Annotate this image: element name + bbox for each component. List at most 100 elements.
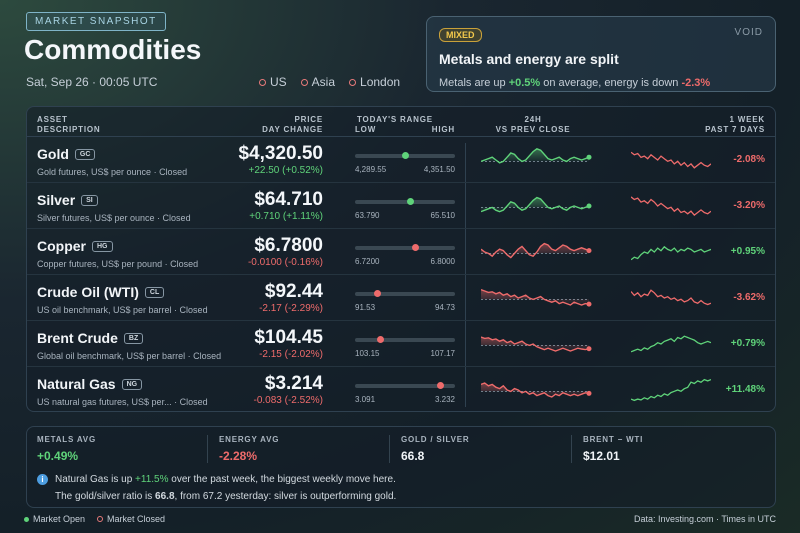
sparkline-1w	[631, 378, 711, 402]
stat-energy-avg: ENERGY AVG -2.28%	[219, 435, 280, 463]
sparkline-line	[481, 148, 590, 164]
closed-ring-icon	[259, 78, 266, 86]
range-bar	[355, 198, 455, 205]
day-change: +22.50 (+0.52%)	[248, 165, 324, 176]
market-london: London	[349, 75, 400, 89]
asset-name: Crude Oil (WTI) CL	[37, 284, 165, 300]
sparkline-end-dot	[586, 390, 592, 396]
table-header: ASSET DESCRIPTION PRICE DAY CHANGE TODAY…	[27, 107, 775, 137]
sparkline-line	[631, 196, 711, 216]
asset-description: Gold futures, US$ per ounce · Closed	[37, 167, 188, 177]
mixed-badge: MIXED	[439, 28, 482, 42]
range-high: 4,351.50	[423, 165, 455, 174]
sparkline-end-dot	[586, 346, 592, 352]
table-row[interactable]: Natural Gas NG US natural gas futures, US…	[27, 367, 775, 413]
range-high: 3.232	[434, 395, 455, 404]
asset-code: CL	[144, 286, 165, 298]
week-change: +11.48%	[725, 384, 765, 395]
day-change: -0.0100 (-0.16%)	[247, 257, 323, 268]
legend-open: Market Open	[24, 514, 85, 524]
closed-ring-icon	[97, 516, 104, 522]
sparkline-1w	[631, 289, 711, 306]
sparkline-1w	[631, 335, 711, 353]
day-change: -0.083 (-2.52%)	[253, 395, 323, 406]
week-change: -2.08%	[733, 154, 765, 165]
range-high: 6.8000	[430, 257, 455, 266]
asset-code: GC	[74, 148, 96, 160]
note-gold-silver: The gold/silver ratio is 66.8, from 67.2…	[55, 491, 397, 502]
sparkline-area	[481, 289, 589, 305]
range-low: 4,289.55	[355, 165, 387, 174]
legend-closed: Market Closed	[97, 514, 165, 524]
closed-ring-icon	[300, 78, 308, 86]
asset-description: US natural gas futures, US$ per... · Clo…	[37, 397, 208, 407]
range-bar	[355, 152, 455, 159]
table-row[interactable]: Silver SI Silver futures, US$ per ounce ·…	[27, 183, 775, 229]
range-high: 107.17	[430, 349, 455, 358]
sparkline-24h	[481, 382, 592, 398]
header-description: DESCRIPTION	[37, 125, 101, 134]
range-marker	[377, 336, 384, 343]
sparkline-end-dot	[586, 248, 592, 254]
stat-divider	[571, 435, 572, 463]
sparkline-line	[631, 289, 711, 306]
sparkline-24h	[481, 196, 592, 213]
brand-logo: VOID	[734, 27, 763, 38]
sparkline-line	[631, 335, 711, 353]
sparkline-end-dot	[586, 203, 592, 209]
header-vs-prev: VS PREV CLOSE	[495, 125, 571, 134]
asset-price: $4,320.50	[238, 143, 323, 164]
asset-name: Brent Crude BZ	[37, 330, 144, 346]
asset-description: Silver futures, US$ per ounce · Closed	[37, 213, 191, 223]
asset-name: Natural Gas NG	[37, 376, 143, 392]
table-row[interactable]: Gold GC Gold futures, US$ per ounce · Clo…	[27, 137, 775, 183]
stat-divider	[389, 435, 390, 463]
range-low: 63.790	[355, 211, 380, 220]
table-row[interactable]: Copper HG Copper futures, US$ per pound ·…	[27, 229, 775, 275]
table-row[interactable]: Brent Crude BZ Global oil benchmark, US$ …	[27, 321, 775, 367]
sparkline-area	[481, 148, 589, 163]
table-row[interactable]: Crude Oil (WTI) CL US oil benchmark, US$ …	[27, 275, 775, 321]
asset-price: $3.214	[264, 373, 323, 394]
market-indicators: US Asia London	[259, 75, 400, 89]
header-low: LOW	[355, 125, 377, 134]
summary-callout: MIXED VOID Metals and energy are split M…	[426, 16, 776, 92]
header-24h: 24H	[524, 115, 542, 124]
header-week: 1 WEEK	[729, 115, 765, 124]
range-bar	[355, 336, 455, 343]
range-low: 103.15	[355, 349, 380, 358]
week-change: +0.95%	[730, 246, 765, 257]
data-source: Data: Investing.com · Times in UTC	[633, 514, 776, 524]
asset-code: HG	[92, 240, 113, 252]
market-asia: Asia	[300, 75, 335, 89]
asset-price: $104.45	[254, 327, 323, 348]
callout-body: Metals are up +0.5% on average, energy i…	[439, 77, 711, 89]
header-past7: PAST 7 DAYS	[705, 125, 765, 134]
sparkline-24h	[481, 242, 592, 259]
range-high: 94.73	[434, 303, 455, 312]
sparkline-24h	[481, 336, 592, 352]
range-bar	[355, 382, 455, 389]
asset-name: Copper HG	[37, 238, 113, 254]
summary-panel: METALS AVG +0.49% ENERGY AVG -2.28% GOLD /…	[26, 426, 776, 508]
asset-price: $6.7800	[254, 235, 323, 256]
asset-code: NG	[121, 378, 143, 390]
sparkline-line	[481, 336, 590, 352]
week-change: -3.62%	[733, 292, 765, 303]
sparkline-area	[481, 337, 589, 351]
datetime-label: Sat, Sep 26 · 00:05 UTC	[26, 75, 158, 89]
sparkline-line	[631, 151, 711, 169]
sparkline-24h	[481, 288, 592, 307]
day-change: -2.17 (-2.29%)	[259, 303, 323, 314]
stat-brent-wti: BRENT − WTI $12.01	[583, 435, 644, 463]
sparkline-24h	[481, 148, 592, 164]
asset-price: $92.44	[264, 281, 323, 302]
range-low: 3.091	[355, 395, 376, 404]
market-snapshot-tag: MARKET SNAPSHOT	[26, 12, 166, 31]
asset-description: Global oil benchmark, US$ per barrel · C…	[37, 351, 222, 361]
callout-headline: Metals and energy are split	[439, 51, 619, 67]
commodities-table: ASSET DESCRIPTION PRICE DAY CHANGE TODAY…	[26, 106, 776, 412]
day-change: -2.15 (-2.02%)	[259, 349, 323, 360]
asset-name: Gold GC	[37, 146, 96, 162]
sparkline-line	[481, 242, 590, 259]
